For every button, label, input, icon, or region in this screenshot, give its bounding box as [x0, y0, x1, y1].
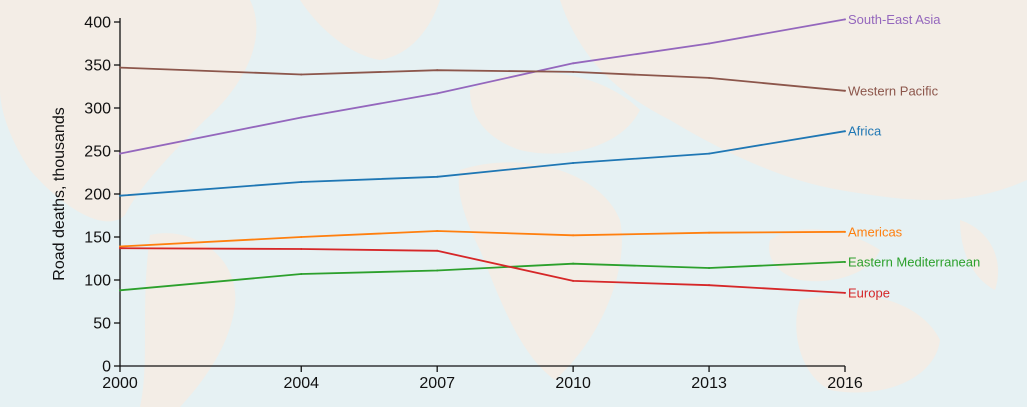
point-western-pacific-2016	[844, 89, 846, 92]
land-mass-9	[960, 220, 999, 290]
y-tick-label-300: 300	[84, 101, 111, 118]
y-tick-label-50: 50	[93, 316, 111, 333]
series-label-africa: Africa	[848, 124, 882, 139]
point-europe-2000	[119, 247, 121, 250]
point-africa-2016	[844, 130, 846, 133]
x-tick-label-2013: 2013	[691, 375, 727, 392]
point-africa-2004	[300, 180, 303, 183]
point-europe-2007	[436, 249, 439, 252]
point-europe-2013	[708, 284, 711, 287]
y-axis-title: Road deaths, thousands	[51, 107, 68, 280]
axes: 0 50 100 150 200 250 300 350 400 2000 2004 2007 2010…	[84, 15, 863, 393]
x-tick-label-2000: 2000	[102, 375, 138, 392]
series-lines	[119, 18, 846, 294]
point-americas-2016	[844, 230, 846, 233]
y-tick-label-250: 250	[84, 144, 111, 161]
point-south-east-asia-2000	[119, 152, 121, 155]
series-label-americas: Americas	[848, 224, 903, 239]
point-americas-2007	[436, 229, 439, 232]
land-mass-5	[458, 162, 622, 380]
point-south-east-asia-2016	[844, 18, 846, 21]
y-tick-label-350: 350	[84, 58, 111, 75]
land-mass-1	[0, 0, 257, 222]
point-eastern-mediterranean-2016	[844, 260, 846, 263]
land-mass-7	[769, 229, 880, 282]
point-europe-2010	[572, 279, 575, 282]
series-line-americas	[119, 230, 846, 248]
point-americas-2010	[572, 234, 575, 237]
point-south-east-asia-2013	[708, 42, 711, 45]
series-labels: South-East Asia Western Pacific Africa Amer…	[848, 12, 980, 300]
x-tick-label-2016: 2016	[827, 375, 863, 392]
y-tick-label-0: 0	[102, 359, 111, 376]
point-eastern-mediterranean-2007	[436, 269, 439, 272]
point-europe-2016	[844, 291, 846, 294]
point-africa-2010	[572, 162, 575, 165]
point-americas-2013	[708, 231, 711, 234]
land-mass-2	[140, 233, 236, 407]
point-africa-2007	[436, 175, 439, 178]
point-africa-2000	[119, 194, 121, 197]
land-mass-6	[560, 0, 1027, 200]
x-tick-label-2004: 2004	[283, 375, 319, 392]
series-label-europe: Europe	[848, 285, 890, 300]
y-tick-label-400: 400	[84, 15, 111, 32]
land-mass-3	[300, 0, 440, 60]
series-line-south-east-asia	[119, 18, 846, 155]
y-tick-label-100: 100	[84, 273, 111, 290]
point-south-east-asia-2010	[572, 62, 575, 65]
point-africa-2013	[708, 152, 711, 155]
x-tick-label-2010: 2010	[555, 375, 591, 392]
land-mass-4	[470, 72, 640, 154]
point-western-pacific-2010	[572, 70, 575, 73]
y-tick-label-150: 150	[84, 230, 111, 247]
point-south-east-asia-2007	[436, 92, 439, 95]
point-south-east-asia-2004	[300, 116, 303, 119]
point-eastern-mediterranean-2013	[708, 266, 711, 269]
point-eastern-mediterranean-2010	[572, 262, 575, 265]
series-line-western-pacific	[119, 66, 846, 92]
series-label-eastern-mediterranean: Eastern Mediterranean	[848, 254, 980, 269]
point-western-pacific-2000	[119, 66, 121, 69]
point-western-pacific-2007	[436, 69, 439, 72]
point-europe-2004	[300, 248, 303, 251]
point-western-pacific-2004	[300, 73, 303, 76]
point-eastern-mediterranean-2000	[119, 289, 121, 292]
point-americas-2000	[119, 245, 121, 248]
point-americas-2004	[300, 236, 303, 238]
point-eastern-mediterranean-2004	[300, 272, 303, 275]
point-western-pacific-2013	[708, 76, 711, 79]
series-line-eastern-mediterranean	[119, 261, 846, 292]
y-tick-label-200: 200	[84, 187, 111, 204]
series-line-africa	[119, 130, 846, 197]
series-label-south-east-asia: South-East Asia	[848, 12, 941, 27]
x-tick-label-2007: 2007	[419, 375, 455, 392]
series-line-europe	[119, 247, 846, 294]
series-label-western-pacific: Western Pacific	[848, 83, 939, 98]
land-mass-8	[796, 294, 940, 393]
